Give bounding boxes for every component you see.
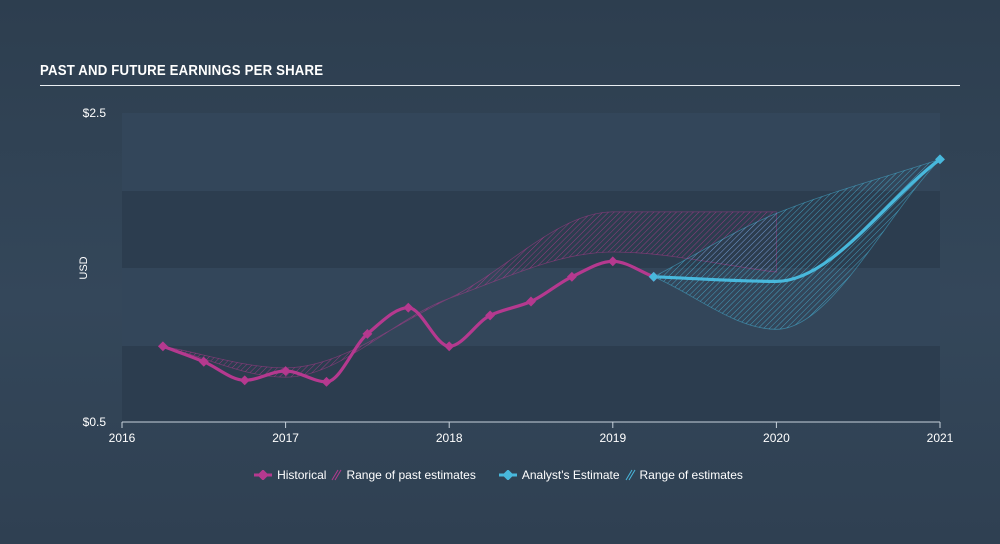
historical-point[interactable] — [485, 310, 496, 321]
estimate-line — [652, 157, 942, 284]
x-tick-label-2020: 2020 — [763, 431, 790, 445]
historical-point[interactable] — [198, 356, 209, 367]
historical-point[interactable] — [362, 328, 373, 339]
historical-point[interactable] — [444, 341, 455, 352]
x-tick-label-2021: 2021 — [927, 431, 954, 445]
x-tick-label-2018: 2018 — [436, 431, 463, 445]
y-axis-label: USD — [78, 256, 90, 279]
chart-title: PAST AND FUTURE EARNINGS PER SHARE — [40, 62, 324, 79]
past-range-swatch-icon — [332, 469, 342, 481]
legend-estimate-range[interactable]: Range of estimates — [624, 468, 743, 482]
historical-point[interactable] — [239, 375, 250, 386]
estimate-range-swatch-icon — [625, 469, 635, 481]
y-tick-label: $2.5 — [83, 106, 107, 120]
historical-point[interactable] — [526, 296, 536, 307]
legend-historical-label: Historical — [277, 468, 327, 482]
historical-point[interactable] — [321, 376, 332, 387]
plot-band-lower — [122, 346, 940, 422]
historical-swatch-icon — [254, 470, 273, 480]
estimate-swatch-icon — [498, 470, 517, 480]
legend-estimate-label: Analyst's Estimate — [521, 468, 620, 482]
x-tick-label-2016: 2016 — [109, 431, 136, 445]
legend-past-range-label: Range of past estimates — [346, 468, 476, 482]
legend-historical[interactable]: Historical — [253, 468, 326, 482]
legend: Historical Range of past estimates Analy… — [0, 468, 1000, 482]
legend-past-range[interactable]: Range of past estimates — [330, 468, 476, 482]
axes — [121, 421, 941, 428]
historical-point[interactable] — [607, 256, 618, 267]
x-tick-label-2017: 2017 — [272, 431, 299, 445]
legend-estimate[interactable]: Analyst's Estimate — [498, 468, 620, 482]
estimate-point[interactable] — [648, 271, 659, 282]
historical-point[interactable] — [280, 366, 291, 376]
legend-estimate-range-label: Range of estimates — [639, 468, 743, 482]
title-divider — [40, 85, 960, 86]
estimate-point[interactable] — [935, 154, 945, 165]
series-markers — [157, 154, 945, 387]
y-tick-label: $0.5 — [83, 415, 107, 429]
axis-labels: 2016 2017 2018 2019 2020 2021 $0.5 $2.5 USD — [78, 106, 954, 445]
x-tick-label-2019: 2019 — [599, 431, 626, 445]
historical-point[interactable] — [403, 302, 414, 313]
historical-point[interactable] — [157, 341, 168, 352]
historical-point[interactable] — [566, 271, 577, 282]
